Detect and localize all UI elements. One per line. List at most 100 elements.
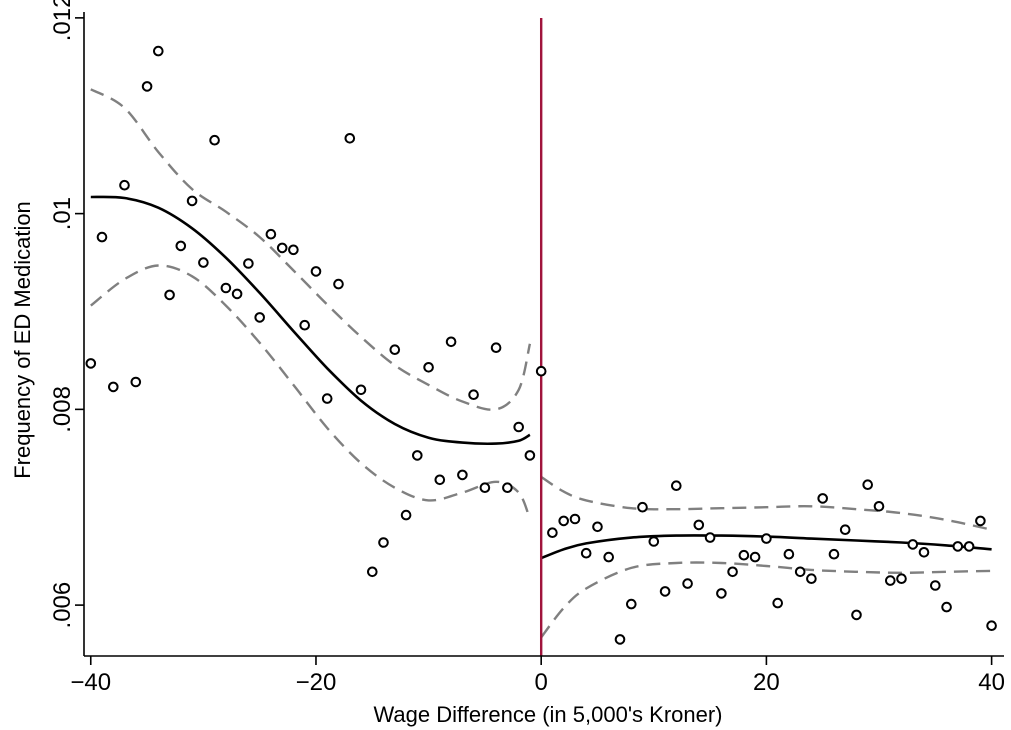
scatter-point [502,482,513,494]
scatter-point [85,358,97,369]
scatter-point [175,240,187,252]
ci-lower-right [540,561,992,639]
tick-labels: −40 −20 0 20 40 .006 .008 .01 .012 [49,0,1005,696]
scatter-point [96,231,108,243]
scatter-point [907,539,919,550]
scatter-point [817,493,829,504]
scatter-point [186,195,198,207]
scatter-point [648,536,660,547]
scatter-point [671,480,682,492]
x-tick-label: 40 [978,669,1005,696]
scatter-point [119,179,130,191]
fit-line-right [540,534,992,560]
x-tick-label: −40 [70,669,111,696]
scatter-point [806,573,817,585]
scatter-point [659,586,671,597]
scatter-point [862,479,874,491]
x-tick-label: −20 [296,669,337,696]
scatter-point [839,524,851,536]
x-tick-label: 20 [753,669,780,696]
scatter-point [153,45,164,57]
scatter-point [794,566,806,578]
scatter-point [412,450,423,461]
scatter-point [885,575,896,586]
scatter-point [738,549,750,561]
scatter-point [614,634,626,645]
scatter-point [637,501,648,513]
fit-line-left [90,195,531,446]
scatter-point [220,282,232,294]
fitted-curves [90,195,992,560]
scatter-point [558,515,570,527]
scatter-point [378,537,389,548]
scatter-point [288,244,299,256]
ci-upper-left [90,88,532,411]
scatter-point [108,381,119,393]
scatter-point [930,580,941,591]
x-axis-title: Wage Difference (in 5,000's Kroner) [373,702,722,727]
scatter-point [547,527,558,539]
scatter-point [941,601,952,613]
scatter-point [851,609,862,621]
scatter-point [896,573,907,585]
scatter-point [975,515,986,527]
ci-lower-left [90,264,532,520]
scatter-point [727,566,738,578]
scatter-point [749,551,761,563]
scatter-point [400,509,412,521]
scatter-point [986,620,997,632]
scatter-point [344,133,356,144]
scatter-point [761,533,772,544]
scatter-point [389,344,401,356]
scatter-point [716,588,727,599]
scatter-point [457,469,468,481]
scatter-point [310,266,322,277]
scatter-point [704,532,716,543]
scatter-point [276,242,288,254]
scatter-point [265,228,277,240]
scatter-point [783,548,795,560]
scatter-point [952,541,964,552]
scatter-point [231,288,243,300]
scatter-point [209,134,220,146]
scatter-point [603,551,615,563]
scatter-point [367,566,378,578]
scatter-point [524,450,536,461]
scatter-point [490,342,502,354]
scatter-point [333,278,344,290]
scatter-point [445,336,457,348]
scatter-point [299,319,311,331]
scatter-point [468,389,479,401]
scatter-point [321,393,333,404]
scatter-point [772,597,784,609]
scatter-point [626,598,637,610]
scatter-point [355,384,367,396]
scatter-point [873,501,885,512]
scatter-point [164,289,175,301]
scatter-point [580,547,592,559]
y-tick-label: .008 [49,386,76,433]
scatter-point [423,362,434,373]
y-tick-label: .012 [49,0,76,41]
scatter-point [513,421,525,433]
scatter-point [682,578,693,589]
scatter-point [434,474,446,486]
data-points [85,45,997,645]
scatter-point [535,365,547,377]
scatter-point [592,521,603,533]
scatter-point [130,376,142,388]
scatter-point [243,258,254,269]
axes [75,12,1004,665]
y-tick-label: .006 [49,582,76,629]
scatter-point [918,547,930,558]
scatter-point [828,548,840,560]
scatter-point [569,513,581,525]
scatter-point [693,519,705,531]
y-tick-label: .01 [49,197,76,230]
scatter-point [254,312,266,323]
ci-upper-right [540,475,992,531]
scatter-point [963,541,975,552]
y-axis-title: Frequency of ED Medication [10,201,35,479]
x-tick-label: 0 [535,669,548,696]
